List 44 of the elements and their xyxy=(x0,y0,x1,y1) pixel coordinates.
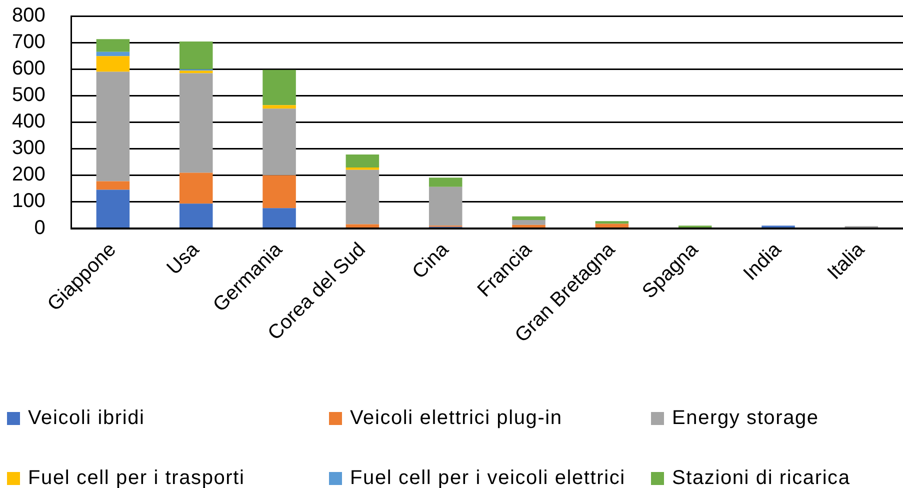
legend-label: Stazioni di ricarica xyxy=(672,466,850,488)
bar xyxy=(262,105,296,109)
bar xyxy=(96,181,130,190)
bar xyxy=(262,108,296,176)
y-tick-label: 0 xyxy=(34,216,46,239)
bar xyxy=(346,154,380,168)
bar xyxy=(179,41,213,70)
legend-label: Veicoli ibridi xyxy=(28,406,145,430)
legend-label: Fuel cell per i veicoli elettrici xyxy=(350,466,626,488)
bar xyxy=(346,170,380,224)
bar xyxy=(428,178,462,187)
bar xyxy=(595,224,629,228)
bar xyxy=(179,70,213,74)
bar xyxy=(428,186,462,226)
y-tick-label: 600 xyxy=(12,58,46,80)
y-tick-label: 700 xyxy=(12,31,46,54)
bar xyxy=(179,73,213,173)
bar xyxy=(512,224,546,228)
bar xyxy=(262,175,296,208)
y-tick-label: 400 xyxy=(12,110,46,133)
y-tick-label: 500 xyxy=(12,84,46,106)
bar xyxy=(262,208,296,228)
bar xyxy=(96,39,130,52)
bar xyxy=(96,52,130,56)
x-tick-label: Cina xyxy=(408,238,454,284)
bar xyxy=(179,172,213,204)
legend-label: Veicoli elettrici plug-in xyxy=(350,406,562,430)
bar xyxy=(512,216,546,220)
bar xyxy=(262,70,296,106)
bar xyxy=(96,190,130,228)
bar xyxy=(96,56,130,72)
bar xyxy=(346,224,380,228)
bar xyxy=(96,72,130,182)
bar xyxy=(595,221,629,224)
legend-label: Energy storage xyxy=(672,406,819,430)
x-tick-label: Usa xyxy=(162,238,204,280)
y-tick-label: 800 xyxy=(12,4,46,27)
bar xyxy=(512,220,546,225)
x-tick-label: Italia xyxy=(823,238,870,284)
y-tick-label: 100 xyxy=(12,190,46,212)
y-tick-label: 200 xyxy=(12,164,46,186)
legend-label: Fuel cell per i trasporti xyxy=(28,466,245,488)
bar xyxy=(179,204,213,228)
y-tick-label: 300 xyxy=(12,137,46,160)
